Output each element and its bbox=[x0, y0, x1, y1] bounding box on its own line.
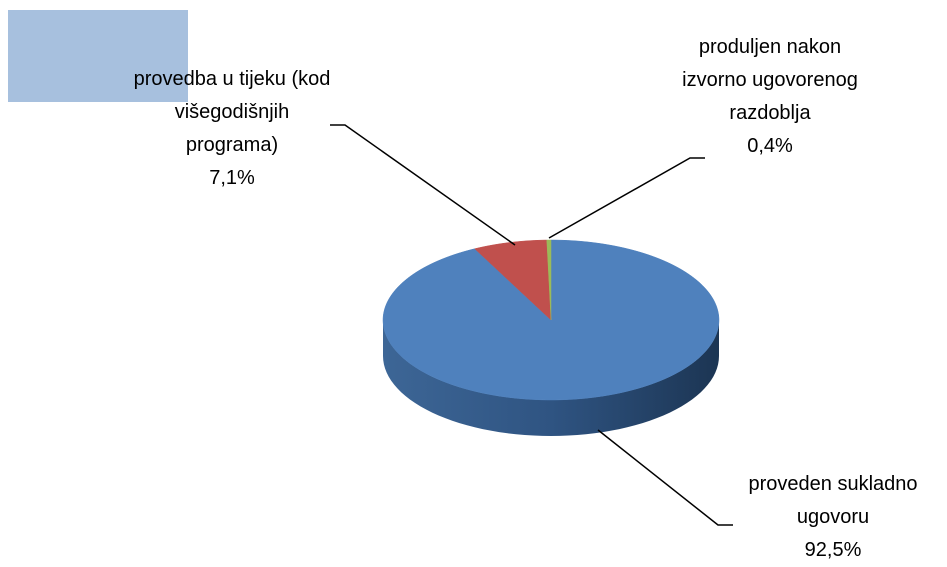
leader-line bbox=[548, 157, 705, 239]
pie-slice bbox=[546, 239, 552, 321]
slice-label: proveden sukladno ugovoru 92,5% bbox=[738, 468, 928, 567]
category-label: produljen nakon izvorno ugovorenog razdo… bbox=[682, 36, 858, 124]
leader-line bbox=[330, 124, 516, 246]
pie bbox=[382, 239, 720, 436]
pie-side bbox=[383, 320, 719, 436]
value-label: 7,1% bbox=[209, 167, 255, 189]
slice-label: produljen nakon izvorno ugovorenog razdo… bbox=[682, 31, 858, 163]
pie-slice bbox=[474, 239, 552, 321]
value-label: 92,5% bbox=[804, 539, 862, 561]
decor-box bbox=[8, 10, 188, 102]
category-label: proveden sukladno ugovoru bbox=[748, 473, 918, 528]
value-label: 0,4% bbox=[747, 135, 793, 157]
category-label: provedba u tijeku (kod višegodišnjih pro… bbox=[133, 68, 331, 156]
leader-line bbox=[597, 429, 733, 526]
slice-label: provedba u tijeku (kod višegodišnjih pro… bbox=[132, 63, 332, 195]
